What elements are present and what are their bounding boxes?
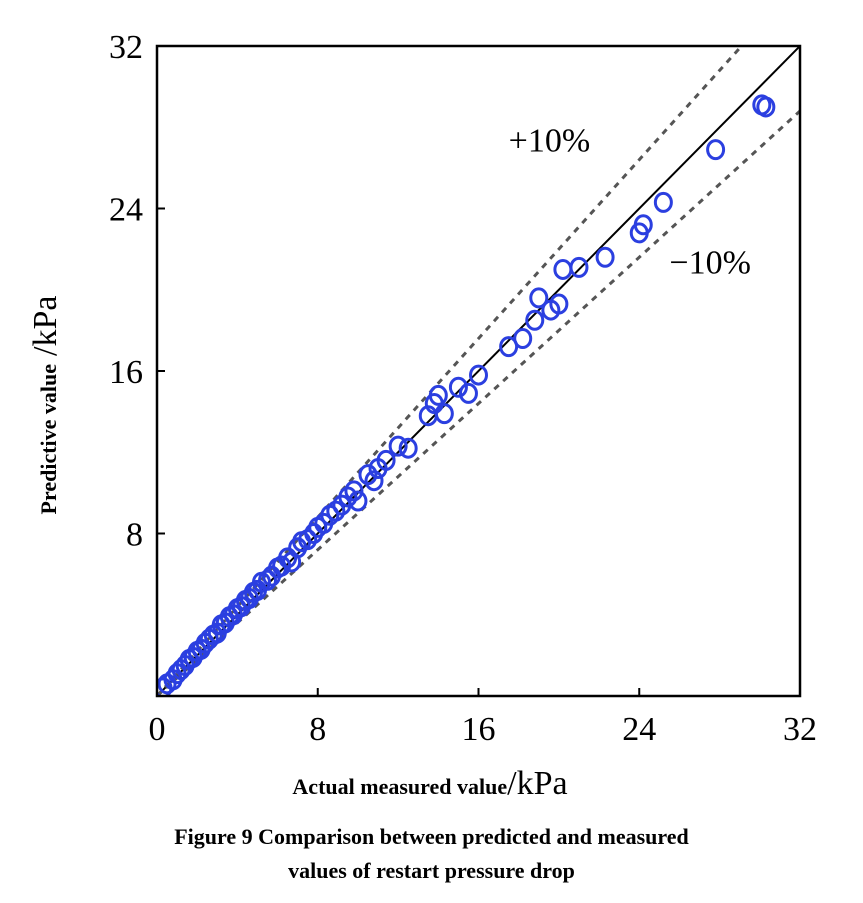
data-point (348, 490, 368, 512)
caption-line-2: values of restart pressure drop (288, 858, 575, 883)
x-tick-label: 32 (783, 711, 817, 748)
caption-line-1: Figure 9 Comparison between predicted an… (174, 824, 689, 849)
data-point (376, 449, 396, 471)
data-point (633, 214, 653, 236)
band-label: −10% (669, 245, 751, 282)
x-tick-label: 24 (622, 711, 656, 748)
scatter-chart: 0 8 16 24 32 8 16 24 32 +10% −10% Actual measure… (27, 29, 817, 802)
data-point (448, 376, 468, 398)
data-point (258, 569, 278, 591)
data-point (529, 287, 549, 309)
data-point (344, 480, 364, 502)
data-points (157, 94, 776, 696)
data-point (525, 309, 545, 331)
data-point (428, 384, 448, 406)
data-point (553, 258, 573, 280)
data-point (595, 246, 615, 268)
band-label: +10% (509, 123, 591, 160)
y-tick-label: 24 (109, 192, 143, 229)
data-point (388, 435, 408, 457)
x-tick-label: 16 (462, 711, 496, 748)
y-tick-label: 8 (126, 517, 143, 554)
data-point (398, 437, 418, 459)
data-point (706, 139, 726, 161)
x-axis-ticks: 0 8 16 24 32 (149, 688, 817, 748)
y-axis-unit: /kPa (27, 296, 64, 356)
reference-line-2 (157, 109, 800, 696)
data-point (569, 256, 589, 278)
data-point (653, 191, 673, 213)
x-tick-label: 0 (149, 711, 166, 748)
data-point (458, 382, 478, 404)
data-point (513, 328, 533, 349)
data-point (549, 293, 569, 315)
data-point (364, 470, 384, 492)
x-axis-label: Actual measured value (292, 774, 507, 799)
data-point (469, 364, 488, 386)
y-tick-label: 16 (109, 354, 143, 391)
y-tick-label: 32 (109, 29, 143, 66)
x-axis-unit: /kPa (507, 765, 567, 802)
y-axis-label: Predictive value (36, 364, 61, 515)
x-axis-title: Actual measured value/kPa (292, 765, 567, 802)
y-axis-title: Predictive value/kPa (27, 296, 64, 515)
figure-caption: Figure 9 Comparison between predicted an… (0, 820, 863, 888)
x-tick-label: 8 (309, 711, 326, 748)
data-point (756, 96, 776, 118)
y-axis-ticks: 8 16 24 32 (109, 29, 165, 554)
data-point (499, 336, 519, 358)
data-point (434, 403, 454, 425)
band-annotations: +10% −10% (509, 123, 751, 282)
